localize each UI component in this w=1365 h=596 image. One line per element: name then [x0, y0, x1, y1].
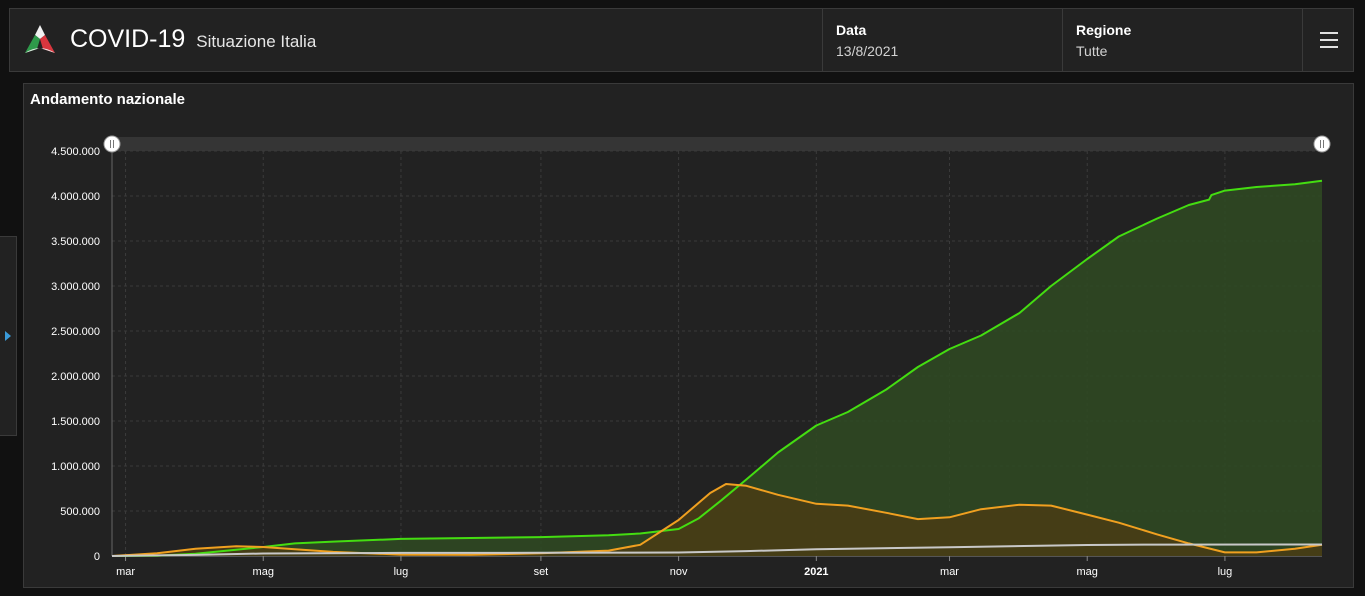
series-line-1[interactable]: [111, 483, 1323, 557]
x-tick-label: nov: [670, 566, 688, 578]
x-tick-label: set: [534, 566, 549, 578]
x-tick-label: 2021: [804, 566, 828, 578]
y-tick-label: 2.000.000: [51, 371, 100, 383]
y-tick-label: 1.500.000: [51, 416, 100, 428]
series-area-0: [112, 180, 1322, 556]
date-label: Data: [836, 22, 867, 38]
series-line-2[interactable]: [111, 543, 1323, 557]
range-handle-right[interactable]: [1313, 135, 1331, 153]
x-tick-label: mar: [116, 566, 135, 578]
app-title: COVID-19 Situazione Italia: [70, 25, 316, 54]
y-tick-label: 4.500.000: [51, 146, 100, 158]
side-panel-toggle[interactable]: [0, 236, 17, 436]
y-tick-label: 0: [94, 551, 100, 563]
range-handle-left[interactable]: [103, 135, 121, 153]
y-tick-label: 3.500.000: [51, 236, 100, 248]
date-value[interactable]: 13/8/2021: [836, 43, 899, 59]
x-tick-label: lug: [1218, 566, 1233, 578]
chart-panel: Andamento nazionale 0 500.000 1.000.000 1.5…: [23, 83, 1354, 588]
region-value[interactable]: Tutte: [1076, 43, 1108, 59]
header-divider: [1302, 9, 1303, 71]
y-tick-label: 500.000: [60, 506, 100, 518]
y-tick-label: 3.000.000: [51, 281, 100, 293]
app-header: COVID-19 Situazione Italia Data 13/8/202…: [9, 8, 1354, 72]
header-divider: [822, 9, 823, 71]
series-area-1: [112, 484, 1322, 556]
national-trend-chart[interactable]: 0 500.000 1.000.000 1.500.000 2.000.000 2.500…: [24, 84, 1353, 587]
app-subtitle: Situazione Italia: [196, 32, 317, 51]
range-selector-track[interactable]: [112, 137, 1322, 151]
italy-flag-triangle-logo-icon: [25, 25, 55, 53]
region-label: Regione: [1076, 22, 1132, 38]
header-divider: [1062, 9, 1063, 71]
app-title-text: COVID-19: [70, 25, 186, 53]
y-tick-label: 4.000.000: [51, 191, 100, 203]
panel-title: Andamento nazionale: [30, 91, 186, 108]
y-tick-label: 2.500.000: [51, 326, 100, 338]
y-tick-label: 1.000.000: [51, 461, 100, 473]
triangle-right-icon: [5, 331, 11, 341]
x-tick-label: mag: [1077, 566, 1098, 578]
series-line-0[interactable]: [111, 179, 1323, 557]
x-tick-label: mar: [940, 566, 959, 578]
x-tick-label: lug: [394, 566, 409, 578]
x-tick-label: mag: [253, 566, 274, 578]
hamburger-menu-icon[interactable]: [1318, 29, 1340, 51]
